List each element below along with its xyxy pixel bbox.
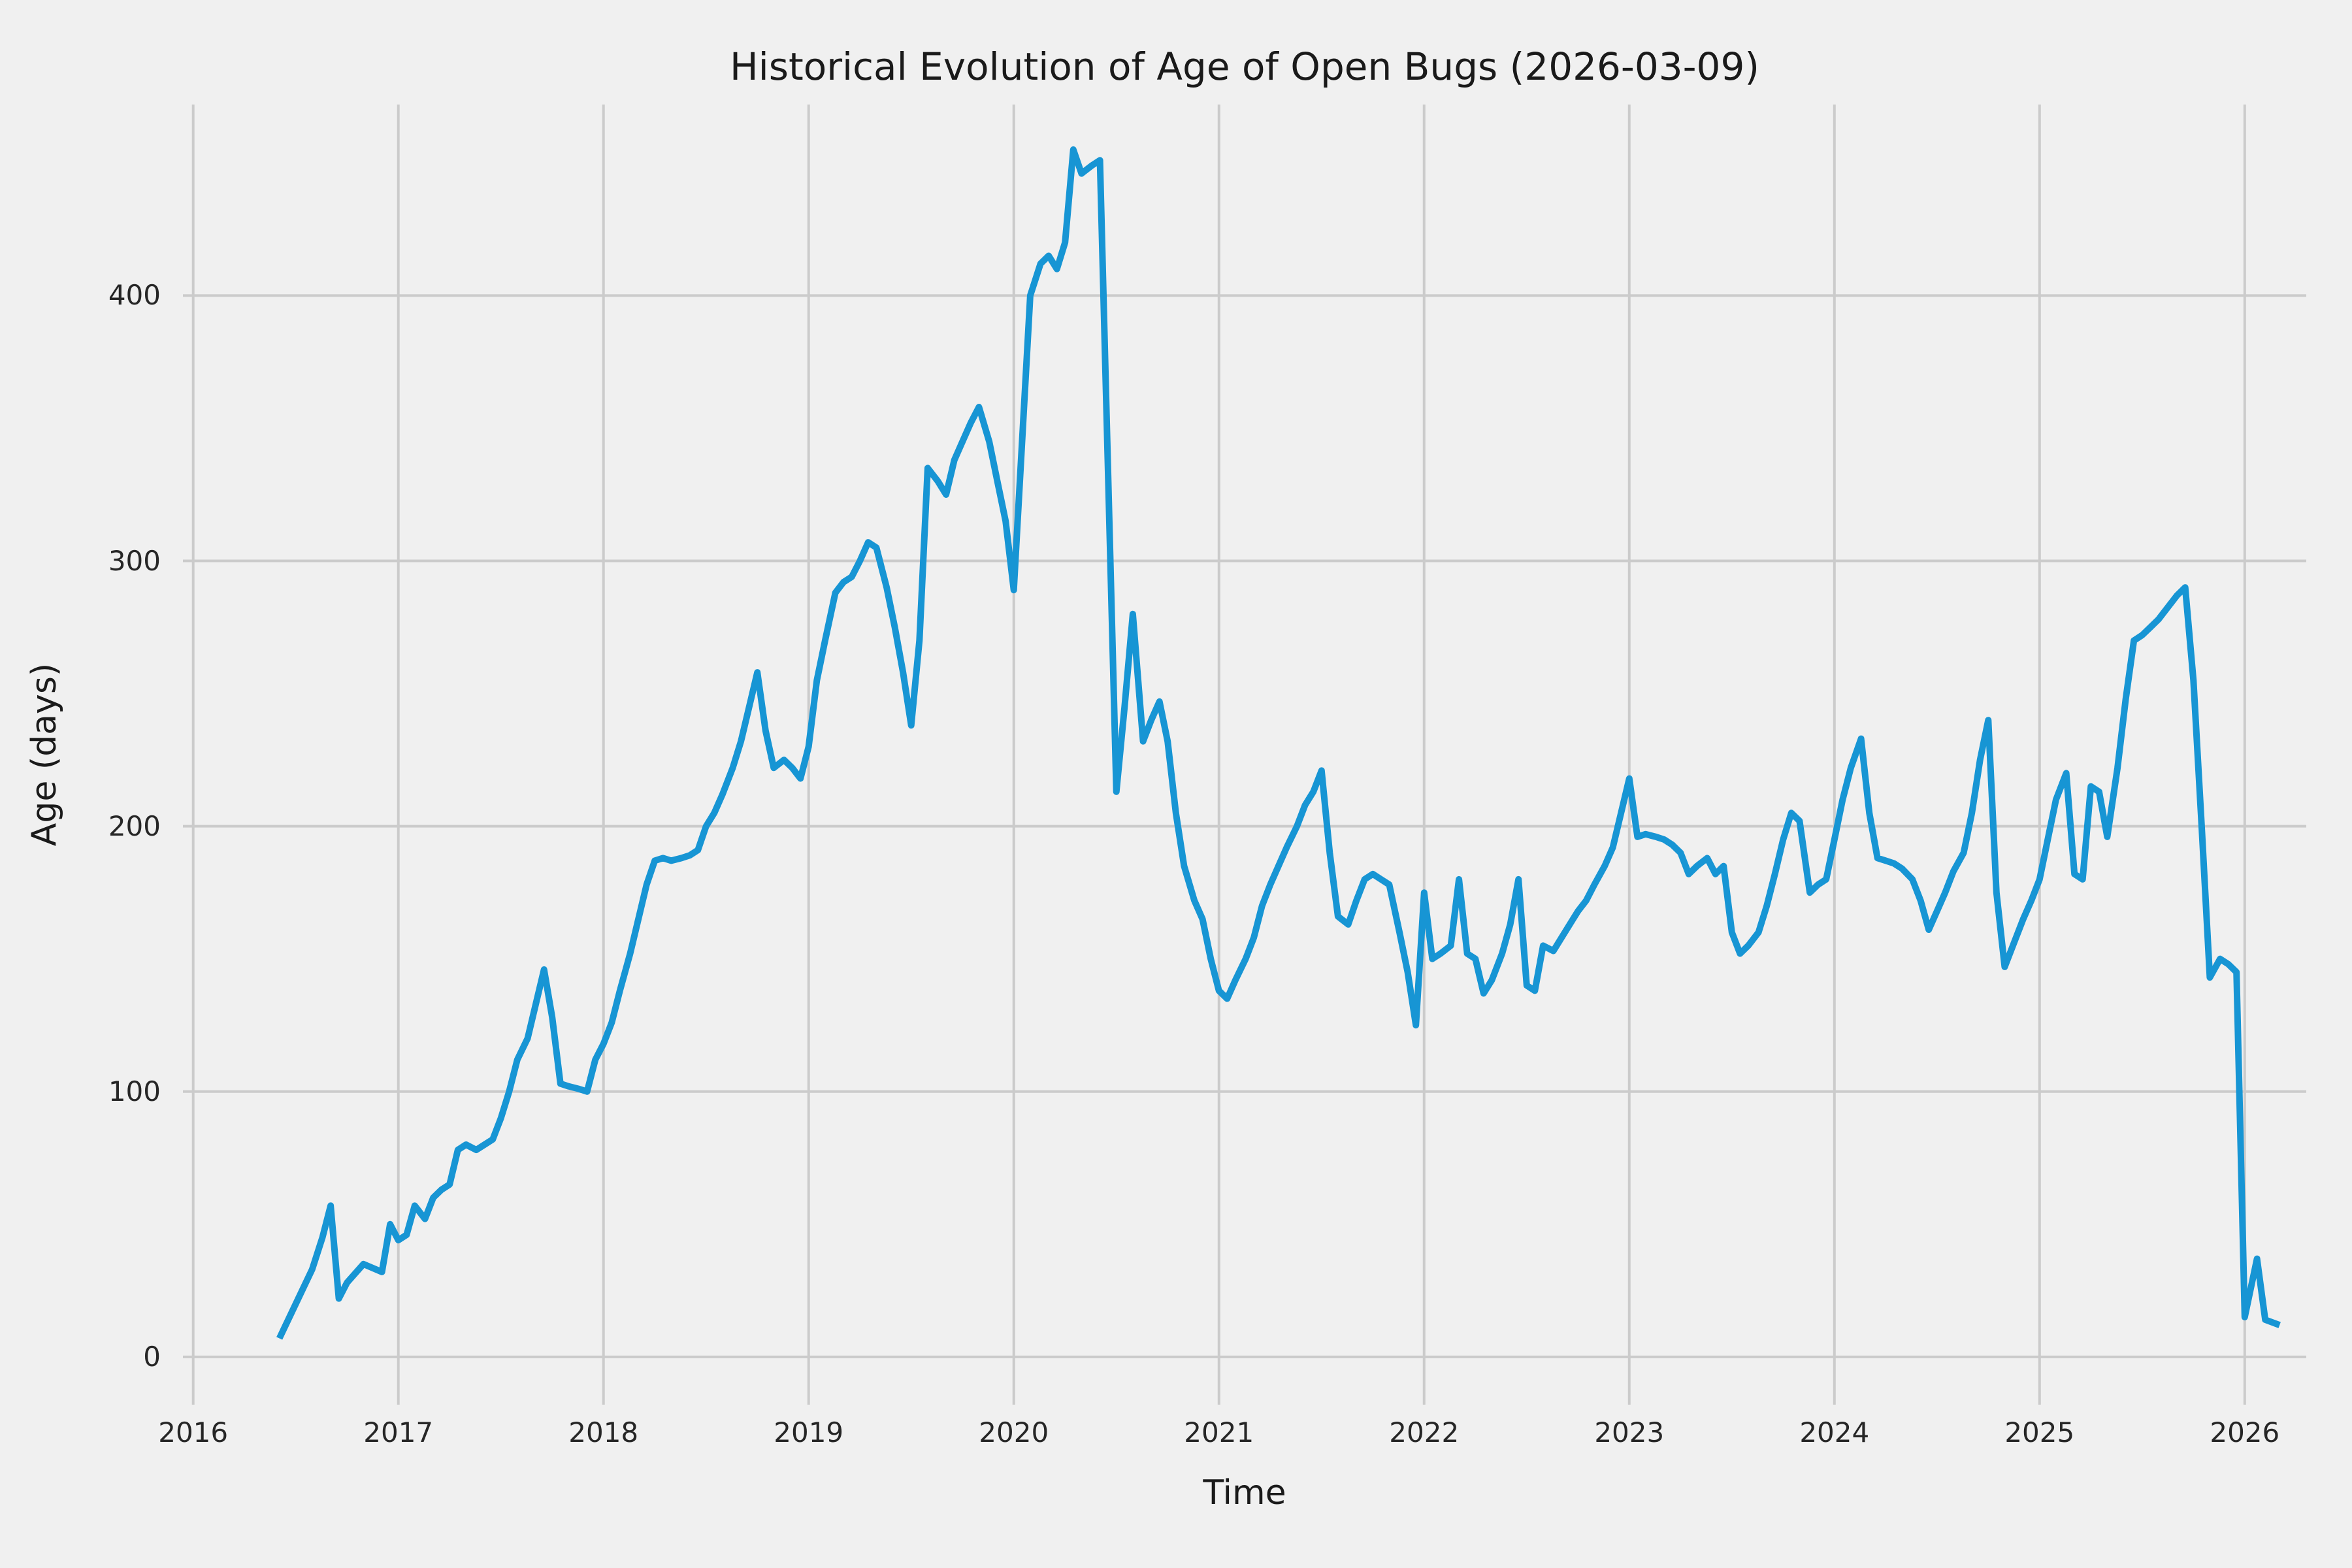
x-tick-label: 2023 [1594, 1416, 1665, 1448]
y-tick-label: 200 [108, 809, 161, 842]
y-tick-label: 0 [143, 1340, 161, 1373]
x-tick-label: 2024 [1799, 1416, 1870, 1448]
x-tick-label: 2017 [363, 1416, 434, 1448]
bug-age-line-series [276, 146, 2281, 1340]
y-tick-label: 300 [108, 544, 161, 577]
x-tick-label: 2021 [1184, 1416, 1254, 1448]
y-tick-label: 400 [108, 279, 161, 312]
x-tick-label: 2018 [568, 1416, 639, 1448]
x-tick-label: 2025 [2004, 1416, 2075, 1448]
x-axis-label: Time [1203, 1473, 1286, 1512]
y-tick-label: 100 [108, 1075, 161, 1107]
x-tick-label: 2026 [2210, 1416, 2280, 1448]
chart-title: Historical Evolution of Age of Open Bugs… [730, 44, 1759, 89]
x-tick-label: 2016 [158, 1416, 229, 1448]
x-tick-label: 2020 [979, 1416, 1049, 1448]
x-tick-label: 2022 [1389, 1416, 1460, 1448]
x-tick-label: 2019 [774, 1416, 844, 1448]
